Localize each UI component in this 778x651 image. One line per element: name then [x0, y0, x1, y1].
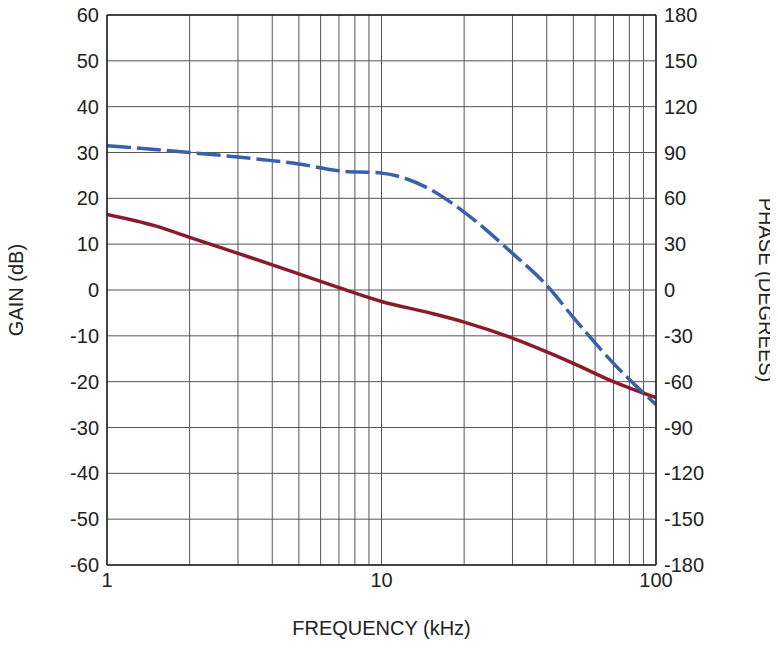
svg-text:-90: -90: [664, 417, 693, 439]
svg-text:-60: -60: [70, 554, 99, 576]
svg-text:-30: -30: [70, 417, 99, 439]
svg-text:60: 60: [77, 8, 99, 26]
svg-text:1: 1: [101, 569, 112, 591]
svg-text:-30: -30: [664, 325, 693, 347]
svg-text:-50: -50: [70, 508, 99, 530]
svg-text:10: 10: [370, 569, 392, 591]
svg-text:-40: -40: [70, 462, 99, 484]
svg-text:PHASE (DEGREES): PHASE (DEGREES): [755, 198, 770, 382]
svg-text:90: 90: [664, 142, 686, 164]
svg-text:150: 150: [664, 50, 697, 72]
svg-text:-20: -20: [70, 371, 99, 393]
svg-text:50: 50: [77, 50, 99, 72]
svg-text:20: 20: [77, 187, 99, 209]
svg-text:100: 100: [639, 569, 673, 592]
svg-text:120: 120: [664, 96, 697, 118]
svg-text:FREQUENCY (kHz): FREQUENCY (kHz): [292, 617, 471, 639]
svg-text:-120: -120: [664, 462, 704, 484]
svg-text:60: 60: [664, 187, 686, 209]
svg-text:-150: -150: [664, 508, 704, 530]
svg-text:GAIN (dB): GAIN (dB): [8, 244, 27, 336]
svg-text:0: 0: [664, 279, 675, 301]
svg-text:40: 40: [77, 96, 99, 118]
svg-text:0: 0: [88, 279, 99, 301]
svg-text:-60: -60: [664, 371, 693, 393]
svg-text:180: 180: [664, 8, 697, 26]
svg-text:-180: -180: [664, 554, 704, 576]
svg-text:30: 30: [664, 233, 686, 255]
svg-text:-10: -10: [70, 325, 99, 347]
svg-text:30: 30: [77, 142, 99, 164]
svg-text:10: 10: [77, 233, 99, 255]
